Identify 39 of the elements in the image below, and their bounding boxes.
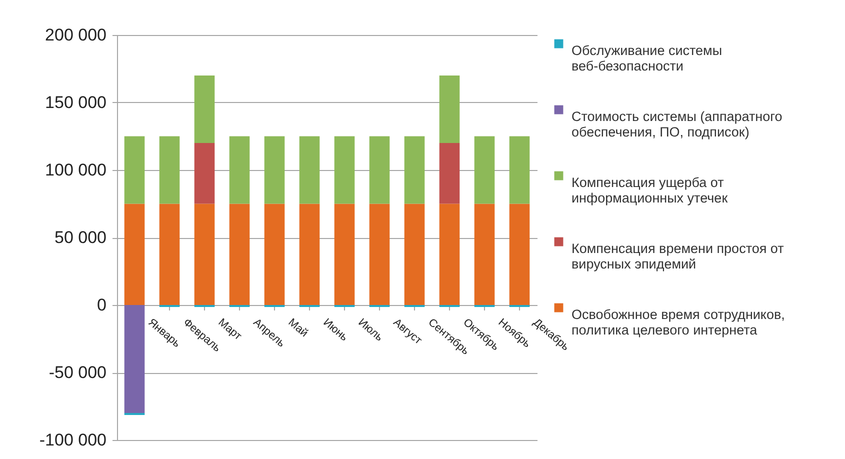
bar <box>124 305 145 413</box>
bar <box>194 204 215 305</box>
y-tick-label: 100 000 <box>45 160 106 180</box>
bar <box>474 204 495 305</box>
bar <box>264 204 285 305</box>
bar <box>404 204 425 305</box>
y-tick-label: 150 000 <box>45 93 106 112</box>
bar <box>159 136 180 204</box>
bar <box>334 136 355 204</box>
legend-label: Стоимость системы (аппаратного обеспечения, ПО, подписок) <box>572 108 782 140</box>
bar <box>369 136 390 204</box>
y-tick-label: -100 000 <box>39 430 106 450</box>
legend-label: Освобожнное время сотрудников, политика целевого интернета <box>572 306 785 338</box>
legend-label: Компенсация ущерба от информационных утечек <box>572 174 728 206</box>
bar <box>194 143 215 204</box>
legend-label: Обслуживание системы веб-безопасности <box>572 42 722 74</box>
legend-label: Компенсация времени простоя от вирусных эпидемий <box>572 240 784 272</box>
y-tick-label: -50 000 <box>48 363 106 382</box>
bar <box>229 136 250 204</box>
bar <box>124 136 145 204</box>
y-tick-label: 200 000 <box>45 26 106 44</box>
bar <box>264 136 285 204</box>
bar <box>509 204 530 305</box>
bar <box>334 204 355 305</box>
bar <box>194 76 215 143</box>
bar <box>439 76 460 143</box>
bar <box>404 136 425 204</box>
bar <box>299 204 320 305</box>
bar <box>439 204 460 305</box>
bar <box>369 204 390 305</box>
bar <box>229 204 250 305</box>
bar <box>299 136 320 204</box>
bar <box>474 136 495 204</box>
y-tick-label: 50 000 <box>54 228 106 247</box>
bar <box>159 204 180 305</box>
bar <box>439 143 460 204</box>
bar <box>509 136 530 204</box>
y-tick-label: 0 <box>97 296 106 314</box>
bar <box>124 204 145 305</box>
